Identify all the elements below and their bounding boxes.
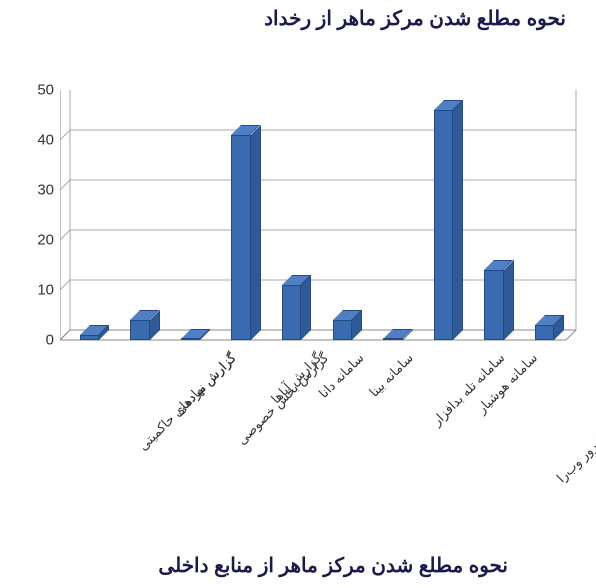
bar-side — [251, 125, 261, 340]
plot-area: 01020304050 — [60, 90, 566, 340]
bar-side — [301, 275, 311, 340]
y-tick-label: 0 — [46, 332, 60, 349]
bars-container — [60, 90, 566, 340]
bar-face — [484, 270, 503, 340]
bar-face — [535, 325, 554, 340]
chart-title-top: نحوه مطلع شدن مرکز ماهر از رخداد — [264, 6, 566, 31]
bar — [80, 335, 99, 340]
bar-face — [231, 135, 250, 340]
y-tick-label: 20 — [37, 232, 60, 249]
chart-title-bottom: نحوه مطلع شدن مرکز ماهر از منابع داخلی — [158, 553, 508, 578]
bar — [333, 320, 352, 340]
bar — [231, 135, 250, 340]
y-tick-label: 40 — [37, 132, 60, 149]
bar-side — [453, 100, 463, 340]
bar — [181, 339, 200, 340]
bar — [130, 320, 149, 340]
x-tick-label: گزارش آپاها — [268, 350, 325, 407]
y-tick-label: 30 — [37, 182, 60, 199]
bar-face — [383, 338, 402, 340]
bar-face — [130, 320, 149, 340]
x-tick-label: گزارش مردمی — [171, 350, 239, 418]
x-tick-label: میانگین روزانه پویش سرور وب‌را — [553, 350, 596, 486]
x-tick-label: سامانه بینا — [366, 350, 416, 400]
bar-face — [181, 338, 200, 340]
y-tick-label: 50 — [37, 82, 60, 99]
x-axis-labels: گزارش نهادهای حاکمیتیگزارش مردمیگزارش بخ… — [60, 350, 566, 470]
bar — [434, 110, 453, 340]
bar-face — [80, 335, 99, 340]
bar-side — [504, 260, 514, 340]
y-tick-label: 10 — [37, 282, 60, 299]
bar-face — [333, 320, 352, 340]
bar — [484, 270, 503, 340]
bar — [535, 325, 554, 340]
chart-area: 01020304050 گزارش نهادهای حاکمیتیگزارش م… — [20, 80, 576, 450]
bar — [383, 339, 402, 340]
bar-face — [282, 285, 301, 340]
bar — [282, 285, 301, 340]
bar-face — [434, 110, 453, 340]
x-tick-label: کارشناسان مرکز ماهر — [587, 350, 596, 446]
